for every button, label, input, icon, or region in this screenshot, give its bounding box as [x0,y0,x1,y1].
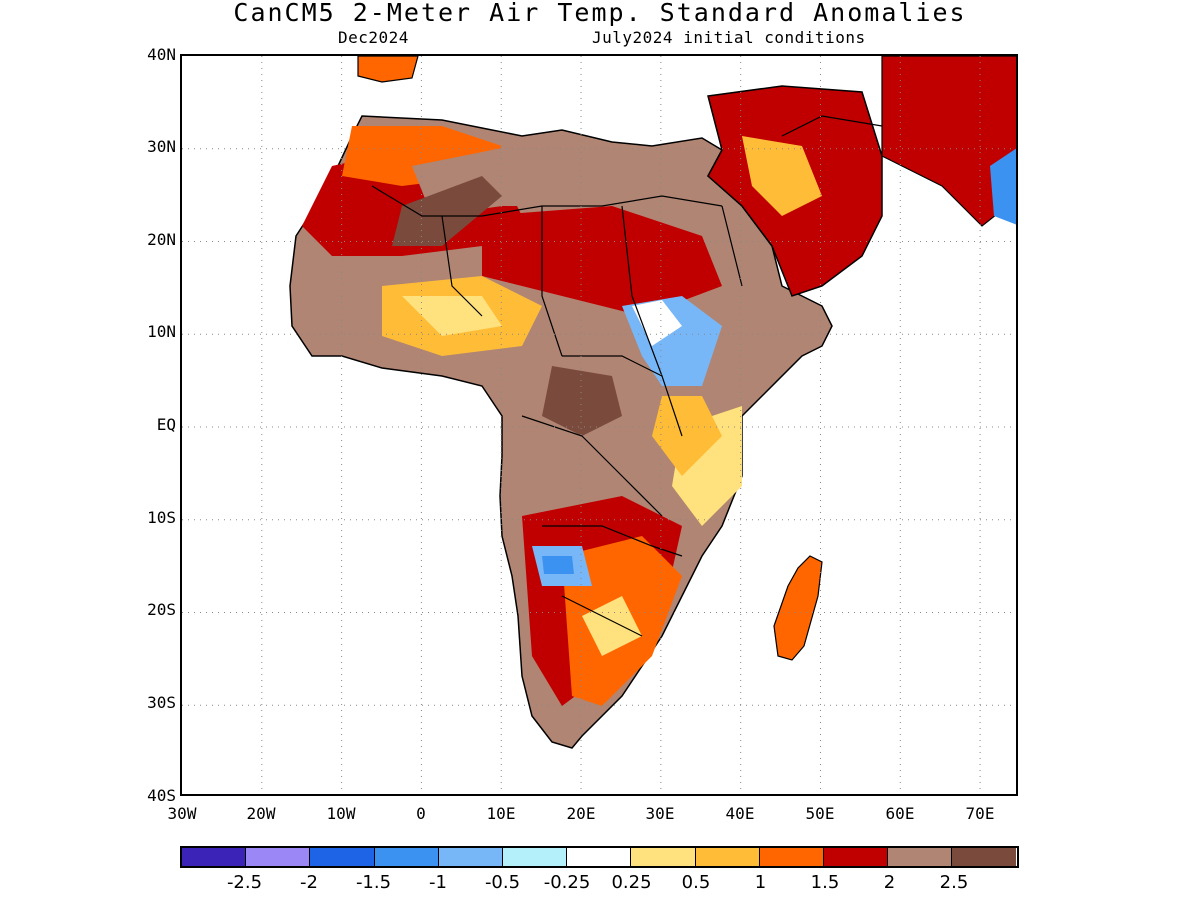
colorbar-swatch [374,848,439,866]
lon-label: 40E [725,804,755,823]
map-panel [180,54,1018,796]
anomaly-dark-brown [392,176,502,246]
lon-label: 20E [566,804,596,823]
madagascar [773,555,823,661]
colorbar-swatch [759,848,824,866]
lon-label: 20W [246,804,276,823]
iberia [357,56,419,83]
lat-label: 10N [147,322,176,341]
lon-label: 10W [326,804,356,823]
colorbar-swatch [438,848,503,866]
colorbar-swatch [567,848,632,866]
grid-lines [182,56,1016,794]
colorbar-swatch [823,848,889,866]
anomaly-brown-congo [542,366,622,436]
colorbar-tick-label: 1.5 [810,872,840,893]
anomaly-white-ethiopia [632,300,682,346]
lon-label: 60E [885,804,915,823]
colorbar-tick-label: -1.5 [355,872,392,893]
colorbar-swatch [246,848,311,866]
colorbar-tick-label: -0.5 [484,872,521,893]
forecast-month: Dec2024 [338,28,409,47]
colorbar-tick-label: -1 [429,872,447,893]
lon-label: 50E [805,804,835,823]
anomaly-blue-india [990,148,1016,225]
lon-label: 30W [167,804,197,823]
lat-label: EQ [156,415,176,434]
colorbar-swatch [631,848,696,866]
colorbar-swatch [182,848,247,866]
lon-label: 70E [965,804,995,823]
lat-label: 20N [147,230,176,249]
colorbar-tick-label: -0.25 [543,872,591,893]
colorbar [180,846,1019,868]
colorbar-tick-label: 2.5 [939,872,969,893]
lat-label: 30S [147,693,176,712]
colorbar-swatch [888,848,953,866]
colorbar-swatch [502,848,568,866]
colorbar-swatch [310,848,375,866]
colorbar-tick-label: -2 [300,872,318,893]
lat-label: 20S [147,600,176,619]
anomaly-orange-east [652,396,722,476]
initial-conditions: July2024 initial conditions [592,28,866,47]
colorbar-tick-label: -2.5 [226,872,263,893]
lat-label: 40N [147,45,176,64]
colorbar-tick-label: 1 [754,872,767,893]
anomaly-yellow-south [582,596,642,656]
lat-label: 40S [147,786,176,805]
map-content [289,56,1016,749]
colorbar-tick-label: 0.25 [611,872,652,893]
anomaly-blue-dark-angola [542,556,574,574]
anomaly-orange-arabia [742,136,822,216]
colorbar-tick-label: 0.5 [681,872,711,893]
colorbar-tick-label: 2 [883,872,896,893]
lon-label: 30E [645,804,675,823]
lat-label: 10S [147,508,176,527]
lat-label: 30N [147,137,176,156]
country-borders [371,115,883,637]
anomaly-map [182,56,1016,794]
colorbar-swatch [695,848,760,866]
lon-label: 0 [416,804,426,823]
colorbar-swatch [952,848,1017,866]
lon-label: 10E [486,804,516,823]
chart-title: CanCM5 2-Meter Air Temp. Standard Anomal… [233,0,967,27]
anomaly-yellow-west [402,296,502,336]
middle-east [881,56,1016,227]
